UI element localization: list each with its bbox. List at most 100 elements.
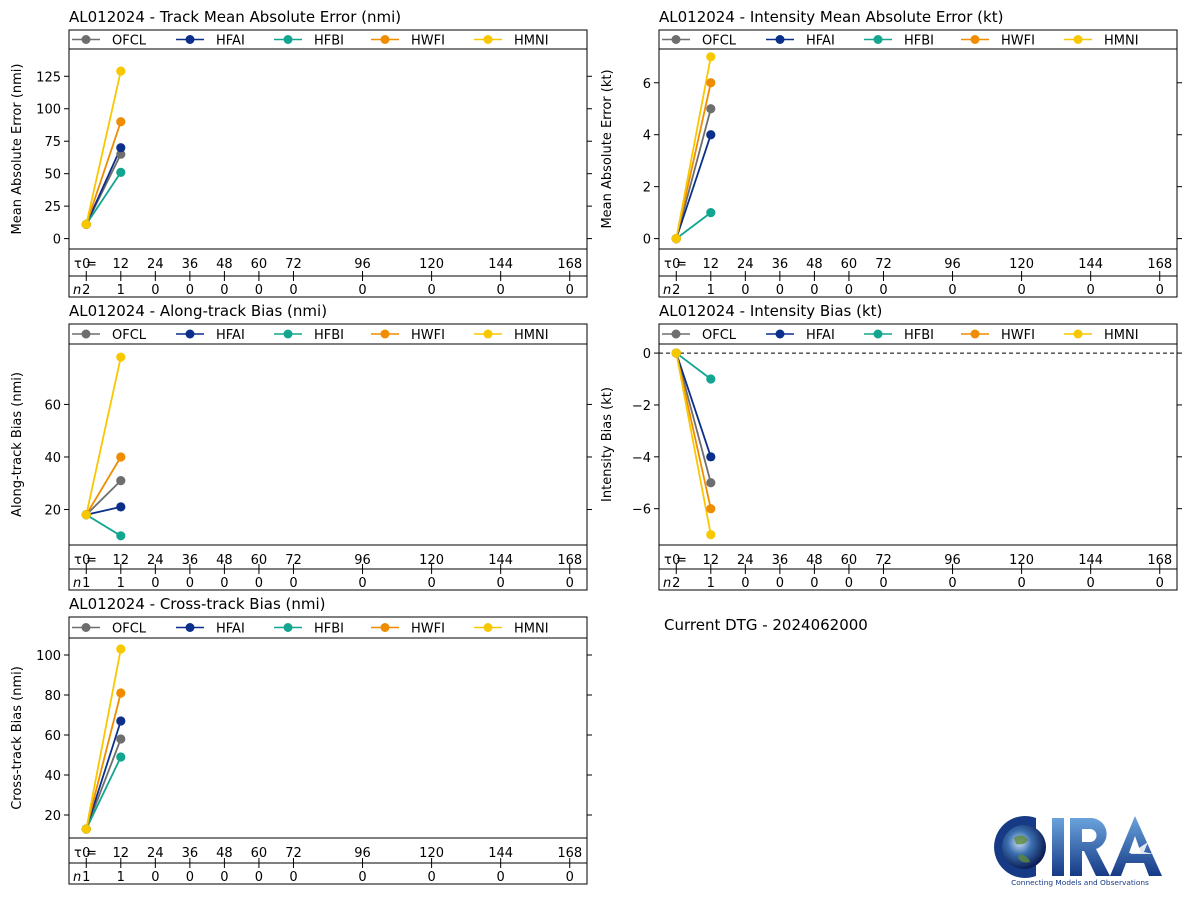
legend-marker-hmni <box>483 623 493 632</box>
count-value: 1 <box>707 283 715 298</box>
chart-title: AL012024 - Along-track Bias (nmi) <box>69 302 327 320</box>
tau-axis: τ =0 12 24 36 48 60 72 96 120 144 168 <box>658 544 1178 574</box>
series-hfai <box>85 720 122 830</box>
y-axis: 0 2 4 6 Mean Absolute Error (kt) <box>600 69 1182 248</box>
count-value: 0 <box>497 283 505 298</box>
tau-tick-label: 36 <box>182 257 199 272</box>
count-box <box>658 275 1178 298</box>
count-value: 0 <box>879 283 887 298</box>
count-value: 0 <box>1017 576 1025 591</box>
count-value: 0 <box>810 283 818 298</box>
series-line <box>85 738 122 830</box>
legend-label-hmni: HMNI <box>1104 34 1139 49</box>
data-point <box>116 752 126 762</box>
count-box <box>68 275 588 298</box>
count-value: 1 <box>117 576 125 591</box>
y-axis-label: Cross-track Bias (nmi) <box>10 666 25 810</box>
count-value: 0 <box>358 576 366 591</box>
series-hfbi <box>675 211 712 240</box>
series-line <box>675 134 712 239</box>
y-tick-label: 20 <box>44 809 61 824</box>
legend-label-hwfi: HWFI <box>411 34 445 49</box>
count-value: 0 <box>289 576 297 591</box>
tau-tick-label: 24 <box>737 553 754 568</box>
y-tick-label: 0 <box>53 233 61 248</box>
tau-tick-label: 24 <box>737 257 754 272</box>
series-hwfi <box>85 456 122 516</box>
legend-label-hwfi: HWFI <box>411 622 445 637</box>
series-hmni <box>85 356 122 515</box>
plot-area <box>658 48 1178 250</box>
data-point <box>116 644 126 654</box>
count-value: 0 <box>845 283 853 298</box>
count-value: 0 <box>220 576 228 591</box>
y-tick-label: −6 <box>632 503 651 518</box>
logo-tagline: Connecting Models and Observations <box>1011 878 1149 887</box>
series-line <box>85 720 122 830</box>
tau-tick-label: 60 <box>841 257 858 272</box>
legend-label-hfai: HFAI <box>216 622 245 637</box>
legend-marker-hfbi <box>283 623 293 632</box>
tau-tick-label: 120 <box>1009 257 1034 272</box>
y-tick-label: 60 <box>44 398 61 413</box>
count-label: n <box>663 576 671 591</box>
count-label: n <box>73 576 81 591</box>
data-point <box>116 117 126 127</box>
count-value: 0 <box>427 283 435 298</box>
tau-tick-label: 12 <box>113 553 130 568</box>
y-tick-label: 80 <box>44 689 61 704</box>
tau-tick-label: 72 <box>875 553 892 568</box>
count-value: 0 <box>566 283 574 298</box>
legend-marker-hfbi <box>873 35 883 44</box>
tau-tick-label: 120 <box>419 846 444 861</box>
legend: OFCL HFAI HFBI HWFI HMNI <box>72 34 549 49</box>
series-hmni <box>675 56 712 239</box>
tau-tick-label: 60 <box>251 257 268 272</box>
count-value: 0 <box>810 576 818 591</box>
count-value: 0 <box>289 283 297 298</box>
tau-tick-label: 120 <box>1009 553 1034 568</box>
data-point <box>706 530 716 540</box>
count-value: 0 <box>427 576 435 591</box>
tau-tick-label: 12 <box>703 257 720 272</box>
count-value: 0 <box>497 576 505 591</box>
y-axis-label: Mean Absolute Error (nmi) <box>10 64 25 235</box>
count-value: 0 <box>845 576 853 591</box>
data-point <box>706 104 716 114</box>
count-box <box>68 568 588 591</box>
tau-label: τ = <box>74 553 97 568</box>
count-value: 0 <box>151 283 159 298</box>
markers-hmni <box>81 352 126 520</box>
series-hmni <box>85 70 122 225</box>
legend-marker-hmni <box>483 35 493 44</box>
series-line <box>675 352 712 483</box>
tau-tick-label: 168 <box>1147 257 1172 272</box>
series-ofcl <box>675 108 712 239</box>
data-point <box>116 531 126 541</box>
legend-label-hwfi: HWFI <box>1001 328 1035 343</box>
y-tick-label: −2 <box>632 399 651 414</box>
chart-title: AL012024 - Intensity Mean Absolute Error… <box>659 8 1003 26</box>
count-value: 0 <box>1156 283 1164 298</box>
tau-tick-label: 0 <box>82 553 90 568</box>
data-point <box>116 452 126 462</box>
series-line <box>675 352 712 380</box>
series-ofcl <box>85 479 122 516</box>
tau-axis: τ =0 12 24 36 48 60 72 96 120 144 168 <box>68 837 588 868</box>
tau-tick-label: 36 <box>182 846 199 861</box>
y-tick-label: 125 <box>36 70 61 85</box>
count-value: 0 <box>1087 283 1095 298</box>
series-line <box>675 56 712 239</box>
count-value: 0 <box>566 870 574 885</box>
data-point <box>116 476 126 486</box>
count-value: 1 <box>82 576 90 591</box>
chart-cross-track-bias: AL012024 - Cross-track Bias (nmi) OFCL HFA… <box>10 595 592 885</box>
series-line <box>85 479 122 516</box>
count-value: 2 <box>672 576 680 591</box>
count-box <box>658 568 1178 591</box>
count-value: 0 <box>1017 283 1025 298</box>
y-axis: 20 40 60 Along-track Bias (nmi) <box>10 372 592 519</box>
y-axis-label: Along-track Bias (nmi) <box>10 372 25 517</box>
count-value: 0 <box>186 870 194 885</box>
